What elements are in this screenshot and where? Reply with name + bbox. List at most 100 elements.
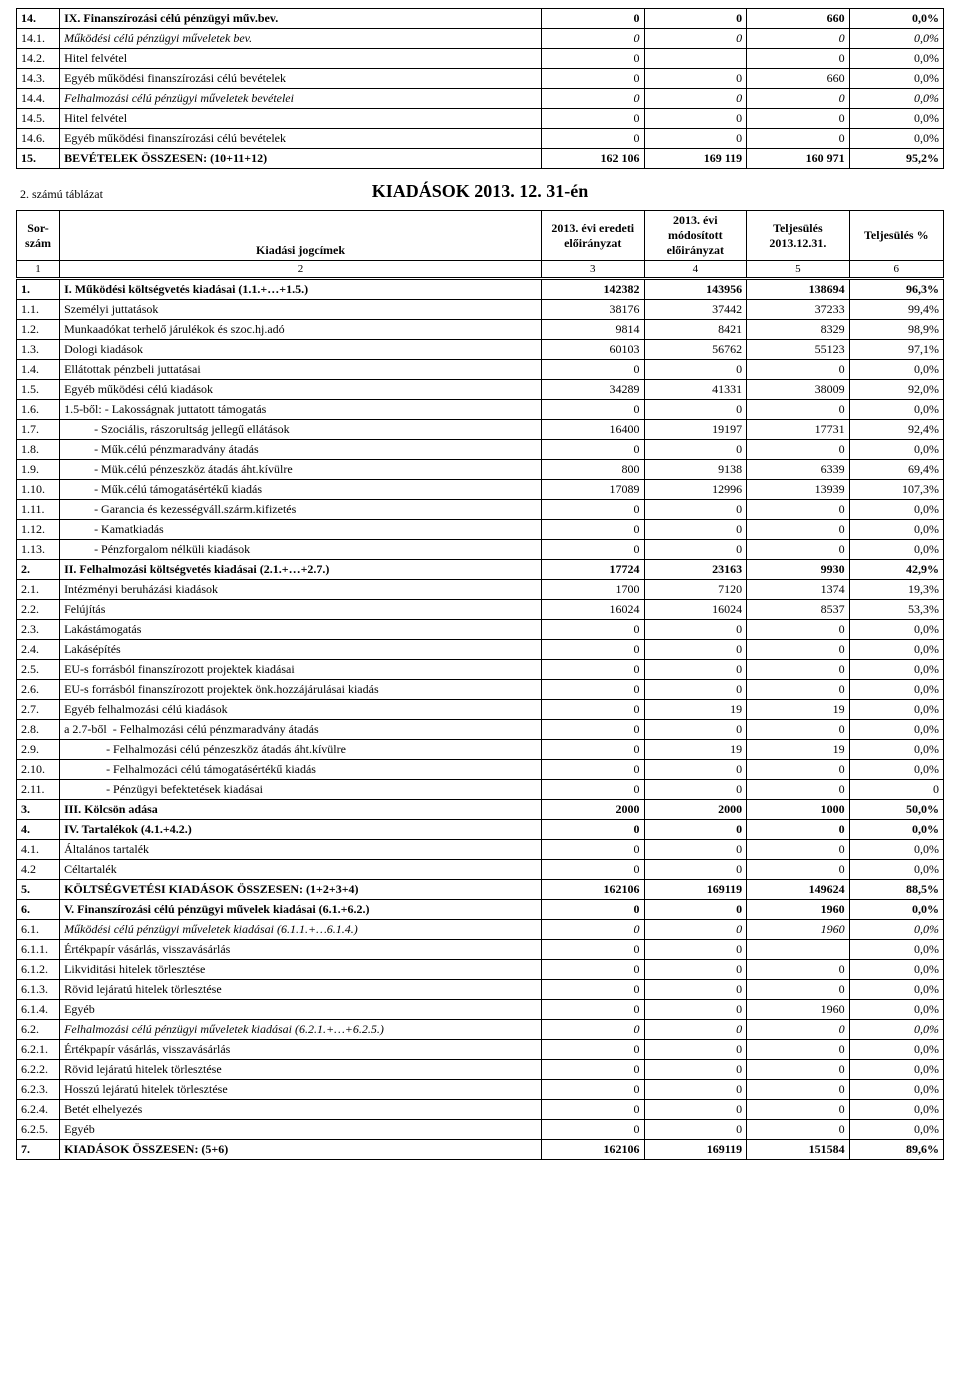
- row-value: 0: [747, 440, 850, 460]
- table-row: 6.2.4.Betét elhelyezés0000,0%: [17, 1100, 944, 1120]
- table-row: 6.1.2.Likviditási hitelek törlesztése000…: [17, 960, 944, 980]
- row-number: 14.4.: [17, 89, 60, 109]
- row-value: 23163: [644, 560, 747, 580]
- row-title: EU-s forrásból finanszírozott projektek …: [60, 660, 542, 680]
- row-number: 1.1.: [17, 300, 60, 320]
- row-value: 0,0%: [849, 400, 943, 420]
- row-value: 8421: [644, 320, 747, 340]
- col-header-jogcimek: Kiadási jogcímek: [60, 211, 542, 261]
- row-value: 92,4%: [849, 420, 943, 440]
- row-value: 0: [747, 720, 850, 740]
- row-value: 0: [644, 400, 747, 420]
- row-value: 0,0%: [849, 29, 943, 49]
- row-title: Értékpapír vásárlás, visszavásárlás: [60, 940, 542, 960]
- row-title: I. Működési költségvetés kiadásai (1.1.+…: [60, 279, 542, 300]
- row-number: 1.13.: [17, 540, 60, 560]
- row-number: 2.10.: [17, 760, 60, 780]
- table-row: 1.3.Dologi kiadások60103567625512397,1%: [17, 340, 944, 360]
- row-value: 149624: [747, 880, 850, 900]
- row-value: 0: [644, 29, 747, 49]
- col-header-modositott: 2013. évi módosított előirányzat: [644, 211, 747, 261]
- row-title: Felhalmozási célú pénzügyi műveletek kia…: [60, 1020, 542, 1040]
- row-value: 0: [747, 840, 850, 860]
- row-value: 0: [542, 1120, 645, 1140]
- row-value: 7120: [644, 580, 747, 600]
- table-row: 3.III. Kölcsön adása20002000100050,0%: [17, 800, 944, 820]
- row-value: 0: [747, 400, 850, 420]
- row-value: 0,0%: [849, 980, 943, 1000]
- row-value: 0,0%: [849, 1060, 943, 1080]
- row-value: 0: [644, 1020, 747, 1040]
- row-title: Rövid lejáratú hitelek törlesztése: [60, 980, 542, 1000]
- table-row: 2.2.Felújítás1602416024853753,3%: [17, 600, 944, 620]
- row-value: 0: [849, 780, 943, 800]
- table-row: 4.2Céltartalék0000,0%: [17, 860, 944, 880]
- table-row: 15.BEVÉTELEK ÖSSZESEN: (10+11+12)162 106…: [17, 149, 944, 169]
- row-value: 0,0%: [849, 49, 943, 69]
- table-row: 4.IV. Tartalékok (4.1.+4.2.)0000,0%: [17, 820, 944, 840]
- row-value: 0,0%: [849, 860, 943, 880]
- row-number: 6.1.4.: [17, 1000, 60, 1020]
- row-title: III. Kölcsön adása: [60, 800, 542, 820]
- row-title: Általános tartalék: [60, 840, 542, 860]
- row-number: 14.: [17, 9, 60, 29]
- row-value: 6339: [747, 460, 850, 480]
- main-table: Sor-szám Kiadási jogcímek 2013. évi ered…: [16, 210, 944, 1160]
- row-number: 14.6.: [17, 129, 60, 149]
- row-value: 0,0%: [849, 920, 943, 940]
- row-value: 0: [542, 660, 645, 680]
- row-title: - Műk.célú támogatásértékű kiadás: [60, 480, 542, 500]
- table-row: 2.3.Lakástámogatás0000,0%: [17, 620, 944, 640]
- row-value: 2000: [644, 800, 747, 820]
- table-row: 1.13. - Pénzforgalom nélküli kiadások000…: [17, 540, 944, 560]
- row-value: 0: [644, 780, 747, 800]
- row-value: 0,0%: [849, 700, 943, 720]
- row-value: 19: [747, 700, 850, 720]
- row-number: 1.10.: [17, 480, 60, 500]
- table-row: 2.1.Intézményi beruházási kiadások170071…: [17, 580, 944, 600]
- row-value: 0: [747, 680, 850, 700]
- row-value: 0: [542, 900, 645, 920]
- row-title: - Műk.célú pénzmaradvány átadás: [60, 440, 542, 460]
- row-value: 0: [644, 540, 747, 560]
- row-value: 660: [747, 9, 850, 29]
- row-value: 0: [542, 1100, 645, 1120]
- row-number: 1.6.: [17, 400, 60, 420]
- row-value: 1000: [747, 800, 850, 820]
- row-value: 0: [542, 1020, 645, 1040]
- table-row: 6.2.3.Hosszú lejáratú hitelek törlesztés…: [17, 1080, 944, 1100]
- row-value: 0,0%: [849, 360, 943, 380]
- row-value: 0: [644, 940, 747, 960]
- row-value: 0: [542, 720, 645, 740]
- row-value: 0,0%: [849, 900, 943, 920]
- table-row: 2.10. - Felhalmozáci célú támogatásérték…: [17, 760, 944, 780]
- row-value: 60103: [542, 340, 645, 360]
- table-row: 2.9. - Felhalmozási célú pénzeszköz átad…: [17, 740, 944, 760]
- col-header-sorszam: Sor-szám: [17, 211, 60, 261]
- row-value: 9930: [747, 560, 850, 580]
- table-row: 1.12. - Kamatkiadás0000,0%: [17, 520, 944, 540]
- row-value: 0: [542, 49, 645, 69]
- row-title: BEVÉTELEK ÖSSZESEN: (10+11+12): [60, 149, 542, 169]
- row-value: 0: [542, 1080, 645, 1100]
- row-value: 169119: [644, 1140, 747, 1160]
- table-row: 1.7. - Szociális, rászorultság jellegű e…: [17, 420, 944, 440]
- row-value: 0: [542, 89, 645, 109]
- row-number: 3.: [17, 800, 60, 820]
- row-value: 0: [644, 1060, 747, 1080]
- row-title: IX. Finanszírozási célú pénzügyi műv.bev…: [60, 9, 542, 29]
- row-title: Felújítás: [60, 600, 542, 620]
- row-value: 0: [747, 820, 850, 840]
- row-value: 143956: [644, 279, 747, 300]
- row-value: 96,3%: [849, 279, 943, 300]
- row-value: 0: [542, 440, 645, 460]
- table-row: 2.11. - Pénzügyi befektetések kiadásai00…: [17, 780, 944, 800]
- row-number: 4.1.: [17, 840, 60, 860]
- col-header-teljesules-pct: Teljesülés %: [849, 211, 943, 261]
- row-number: 6.2.3.: [17, 1080, 60, 1100]
- row-value: 0,0%: [849, 760, 943, 780]
- row-number: 6.1.1.: [17, 940, 60, 960]
- row-value: 0,0%: [849, 89, 943, 109]
- row-value: 1700: [542, 580, 645, 600]
- row-title: KIADÁSOK ÖSSZESEN: (5+6): [60, 1140, 542, 1160]
